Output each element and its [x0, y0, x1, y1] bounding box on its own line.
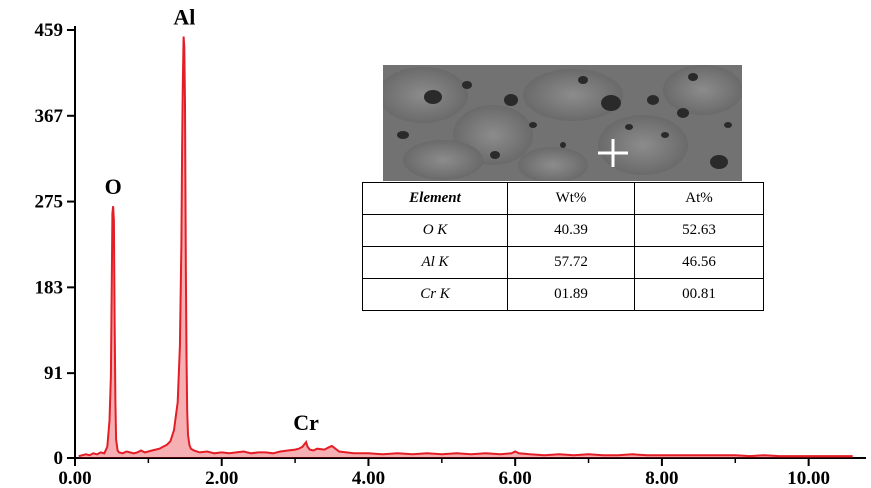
composition-table: Element Wt% At% O K 40.39 52.63 Al K 57.…: [362, 182, 764, 311]
row-at-value: 52.63: [634, 214, 764, 247]
y-tick-label: 367: [35, 106, 64, 127]
y-tick-label: 275: [35, 192, 64, 213]
ticks: 0 91 183 275 367 459 0.00 2.00 4.00 6.00 8.00 10.00: [35, 20, 831, 488]
y-tick-label: 459: [35, 20, 64, 41]
y-tick-label: 91: [44, 363, 63, 384]
peak-labels: O Al Cr: [105, 5, 320, 436]
table-header-row: Element Wt% At%: [362, 182, 764, 215]
peak-label-al: Al: [173, 5, 195, 30]
row-element: Cr K: [362, 278, 508, 311]
y-tick-label: 183: [35, 277, 64, 298]
row-at-value: 46.56: [634, 246, 764, 279]
row-element: Al K: [362, 246, 508, 279]
x-tick-label: 4.00: [352, 468, 385, 488]
row-wt-value: 57.72: [507, 246, 635, 279]
spectrum-series: [78, 36, 853, 458]
sem-micrograph-image: [383, 65, 742, 181]
x-tick-label: 2.00: [205, 468, 238, 488]
x-tick-label: 10.00: [787, 468, 830, 488]
y-tick-label: 0: [54, 448, 64, 469]
header-element: Element: [362, 182, 508, 215]
axes: [74, 26, 866, 459]
row-element: O K: [362, 214, 508, 247]
crosshair-marker: [598, 139, 628, 167]
table-row: O K 40.39 52.63: [362, 214, 764, 247]
peak-label-cr: Cr: [293, 410, 319, 435]
header-at-percent: At%: [634, 182, 764, 215]
row-wt-value: 01.89: [507, 278, 635, 311]
spectrum-line: [78, 36, 853, 458]
row-wt-value: 40.39: [507, 214, 635, 247]
x-tick-label: 6.00: [499, 468, 532, 488]
header-wt-percent: Wt%: [507, 182, 635, 215]
x-tick-label: 0.00: [58, 468, 91, 488]
peak-label-o: O: [105, 174, 122, 199]
table-row: Cr K 01.89 00.81: [362, 278, 764, 311]
table-row: Al K 57.72 46.56: [362, 246, 764, 279]
x-tick-label: 8.00: [645, 468, 678, 488]
row-at-value: 00.81: [634, 278, 764, 311]
